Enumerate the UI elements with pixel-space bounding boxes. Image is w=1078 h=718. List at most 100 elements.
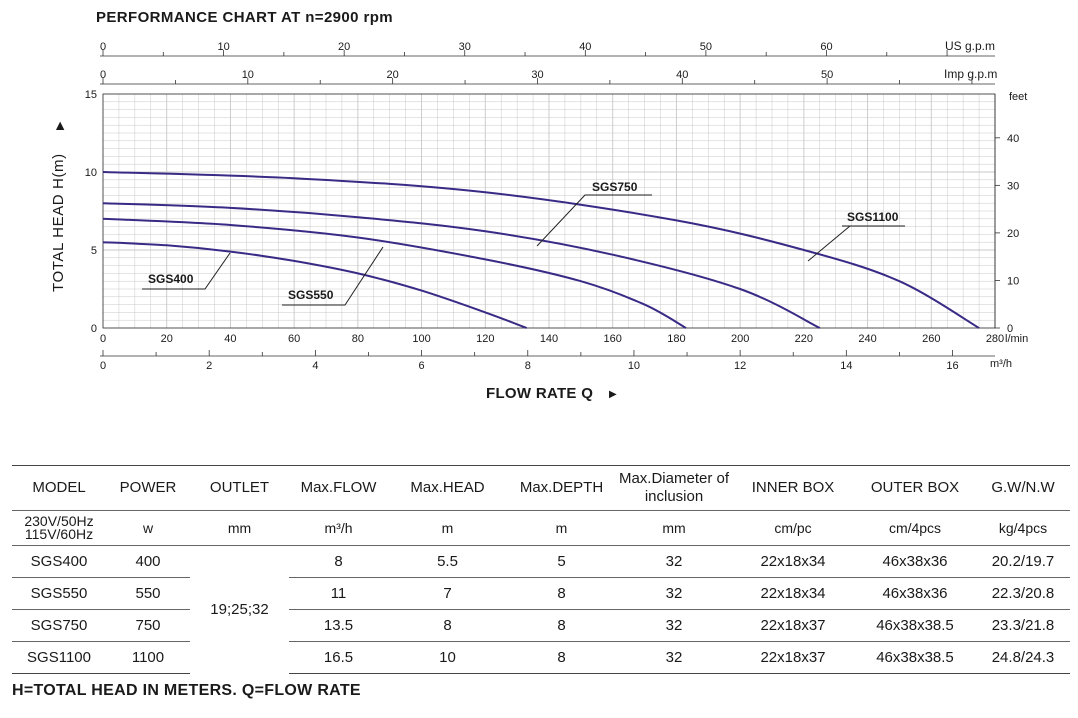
unit-head: m (388, 510, 507, 546)
x-tick-label: 220 (795, 333, 813, 345)
m3h-axis-unit: m³/h (990, 358, 1012, 370)
right-tick-label: 30 (1007, 180, 1019, 192)
imp-gpm-tick-label: 30 (531, 69, 543, 81)
x-axis-label: FLOW RATE Q (486, 385, 593, 402)
unit-power: w (106, 510, 190, 546)
series-label-sgs750: SGS750 (592, 180, 638, 194)
imp-gpm-tick-label: 20 (387, 69, 399, 81)
series-label-sgs400: SGS400 (148, 272, 194, 286)
header-max-depth: Max.DEPTH (507, 465, 616, 511)
x-tick-label: 120 (476, 333, 494, 345)
cell-inner-box: 22x18x37 (732, 609, 854, 642)
series-leader-sgs1100 (807, 225, 905, 262)
cell-power: 750 (106, 609, 190, 642)
performance-chart: PERFORMANCE CHART AT n=2900 rpm 05101501… (50, 9, 1028, 402)
us-gpm-tick-label: 20 (338, 41, 350, 53)
cell-outer-box: 46x38x38.5 (854, 641, 976, 674)
unit-depth: m (507, 510, 616, 546)
cell-weight: 22.3/20.8 (976, 577, 1070, 610)
us-gpm-unit: US g.p.m (945, 39, 995, 53)
y-tick-label: 0 (91, 323, 97, 335)
cell-outer-box: 46x38x36 (854, 577, 976, 610)
footnote: H=TOTAL HEAD IN METERS. Q=FLOW RATE (12, 682, 361, 699)
x-tick-label: 140 (540, 333, 558, 345)
cell-depth: 8 (507, 641, 616, 674)
unit-diameter: mm (616, 510, 732, 546)
imp-gpm-tick-label: 0 (100, 69, 106, 81)
y-axis-arrow-icon: ▶ (54, 121, 66, 130)
header-gw-nw: G.W/N.W (976, 465, 1070, 511)
cell-flow: 13.5 (289, 609, 388, 642)
series-labels: SGS400 SGS550 SGS750 SGS1100 (142, 180, 905, 306)
series-lines (102, 171, 980, 329)
imp-gpm-tick-label: 10 (242, 69, 254, 81)
us-gpm-tick-label: 30 (459, 41, 471, 53)
right-tick-label: 20 (1007, 228, 1019, 240)
x-axis-unit: l/min (1005, 333, 1028, 345)
header-model: MODEL (12, 465, 106, 511)
unit-inner-box: cm/pc (732, 510, 854, 546)
imp-gpm-unit: Imp g.p.m (944, 67, 997, 81)
y-tick-label: 5 (91, 245, 97, 257)
series-line-sgs1100 (102, 171, 980, 329)
imp-gpm-tick-label: 50 (821, 69, 833, 81)
x-tick-label: 180 (667, 333, 685, 345)
cell-power: 400 (106, 545, 190, 578)
cell-flow: 16.5 (289, 641, 388, 674)
cell-flow: 8 (289, 545, 388, 578)
x-tick-label: 40 (224, 333, 236, 345)
cell-weight: 20.2/19.7 (976, 545, 1070, 578)
m3h-tick-label: 12 (734, 360, 746, 372)
table-row: SGS1100 1100 16.5 10 8 32 22x18x37 46x38… (12, 641, 1070, 674)
table-header-row: MODEL POWER OUTLET Max.FLOW Max.HEAD Max… (12, 465, 1070, 511)
right-axis-unit: feet (1009, 91, 1027, 103)
cell-model: SGS750 (12, 609, 106, 642)
table-row: SGS750 750 13.5 8 8 32 22x18x37 46x38x38… (12, 609, 1070, 642)
cell-weight: 23.3/21.8 (976, 609, 1070, 642)
chart-title: PERFORMANCE CHART AT n=2900 rpm (96, 9, 393, 26)
header-outlet: OUTLET (190, 465, 289, 511)
x-tick-label: 200 (731, 333, 749, 345)
spec-table: MODEL POWER OUTLET Max.FLOW Max.HEAD Max… (12, 465, 1070, 674)
cell-inner-box: 22x18x34 (732, 577, 854, 610)
cell-outlet: 19;25;32 (190, 545, 289, 674)
m3h-tick-label: 10 (628, 360, 640, 372)
us-gpm-tick-label: 0 (100, 41, 106, 53)
series-leader-sgs750 (536, 194, 652, 247)
x-tick-label: 100 (412, 333, 430, 345)
cell-model: SGS1100 (12, 641, 106, 674)
cell-depth: 8 (507, 577, 616, 610)
table-units-row: 230V/50Hz 115V/60Hz w mm m³/h m m mm cm/… (12, 510, 1070, 546)
x-tick-label: 260 (922, 333, 940, 345)
series-label-sgs550: SGS550 (288, 288, 334, 302)
header-outer-box: OUTER BOX (854, 465, 976, 511)
header-max-head: Max.HEAD (388, 465, 507, 511)
x-tick-label: 240 (858, 333, 876, 345)
us-gpm-tick-label: 60 (820, 41, 832, 53)
header-power: POWER (106, 465, 190, 511)
series-leader-sgs400 (142, 252, 231, 290)
cell-flow: 11 (289, 577, 388, 610)
cell-depth: 5 (507, 545, 616, 578)
x-tick-label: 160 (604, 333, 622, 345)
m3h-tick-label: 0 (100, 360, 106, 372)
right-tick-label: 10 (1007, 275, 1019, 287)
series-line-sgs750 (102, 202, 821, 329)
m3h-tick-label: 16 (946, 360, 958, 372)
unit-voltage: 230V/50Hz 115V/60Hz (12, 510, 106, 546)
cell-diameter: 32 (616, 577, 732, 610)
cell-model: SGS550 (12, 577, 106, 610)
cell-head: 5.5 (388, 545, 507, 578)
cell-power: 550 (106, 577, 190, 610)
header-max-flow: Max.FLOW (289, 465, 388, 511)
series-line-sgs400 (102, 241, 528, 329)
right-tick-label: 0 (1007, 323, 1013, 335)
m3h-tick-label: 2 (206, 360, 212, 372)
cell-diameter: 32 (616, 609, 732, 642)
cell-depth: 8 (507, 609, 616, 642)
cell-diameter: 32 (616, 545, 732, 578)
table-row: SGS400 400 19;25;32 8 5.5 5 32 22x18x34 … (12, 545, 1070, 674)
series-label-sgs1100: SGS1100 (847, 210, 899, 224)
unit-weight: kg/4pcs (976, 510, 1070, 546)
series-leader-sgs550 (282, 246, 384, 306)
